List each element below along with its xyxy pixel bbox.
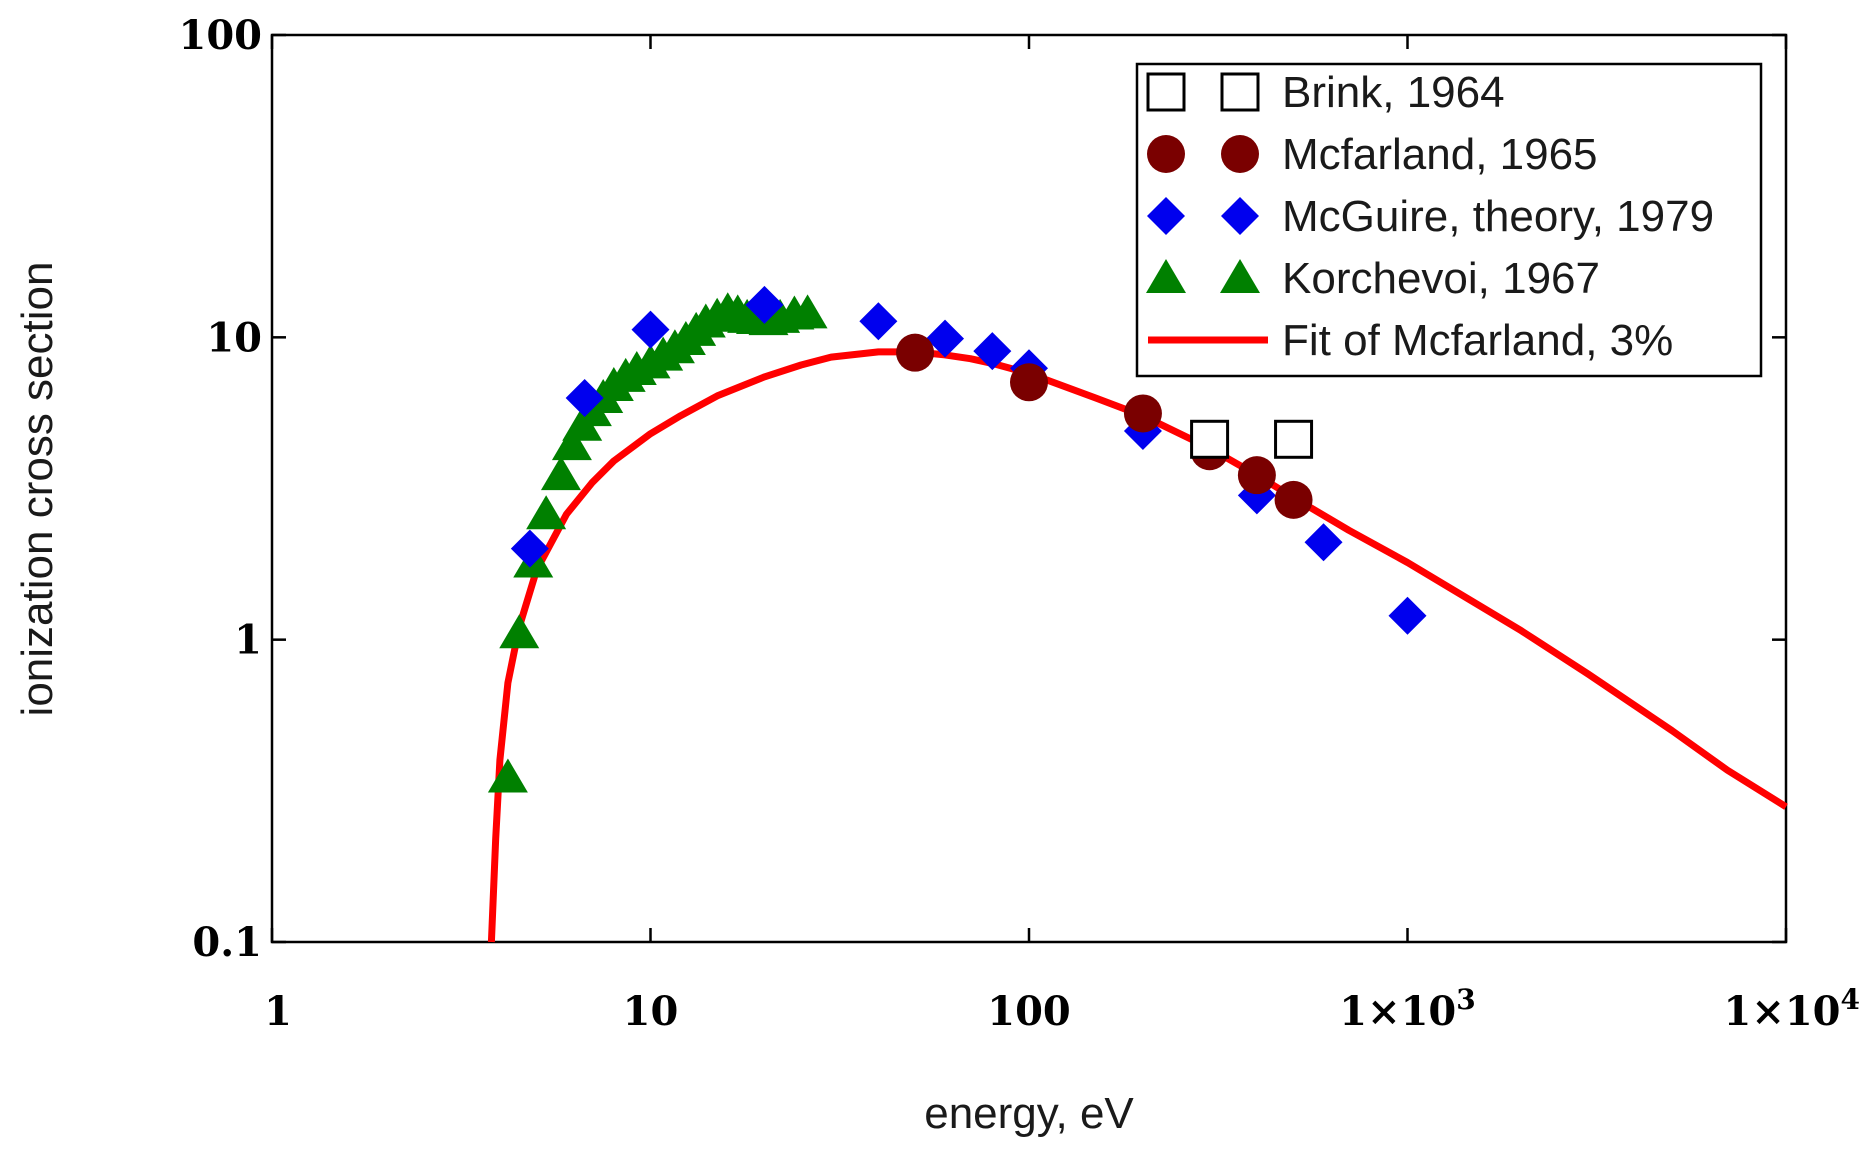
data-point [973,332,1012,371]
data-point [565,378,604,417]
data-point [1304,523,1343,562]
y-axis-ticks: 0.1 1 10 100 [179,12,1786,966]
series-open-square [1190,419,1314,459]
legend-swatch [1220,72,1260,112]
x-axis-label: energy, eV [924,1089,1134,1138]
data-point [859,302,898,341]
data-point [1237,456,1276,495]
legend-label: Brink, 1964 [1282,68,1505,117]
data-point [926,319,965,358]
legend-label: Korchevoi, 1967 [1282,254,1600,303]
data-point [1123,394,1162,433]
x-tick-label: 1×104 [1724,983,1861,1035]
data-point [1274,419,1314,459]
data-point [526,495,567,530]
data-point [1388,596,1427,635]
legend-label: McGuire, theory, 1979 [1282,192,1714,241]
y-axis-label: ionization cross section [13,262,62,717]
legend-swatch [1147,197,1185,235]
data-point [487,758,528,793]
y-tick-label: 1 [234,617,262,664]
data-point [551,426,592,461]
data-point [787,294,828,329]
legend-swatch [1146,259,1186,293]
y-tick-label: 100 [179,12,263,59]
data-point [1010,363,1048,402]
data-point [499,614,540,649]
data-point [1190,419,1230,459]
data-point [510,529,549,568]
data-point [1274,480,1313,519]
x-tick-label: 100 [987,988,1071,1035]
legend-label: Mcfarland, 1965 [1282,130,1598,179]
legend-swatch [1146,72,1186,112]
data-point [540,456,581,491]
data-point [745,285,784,324]
series-layer [487,285,1788,943]
x-tick-label: 1×103 [1339,983,1476,1035]
data-point [896,333,935,372]
legend-swatch [1147,135,1185,173]
y-tick-label: 0.1 [192,919,262,966]
legend: Brink, 1964 Mcfarland, 1965 McGuire, theor… [1135,62,1763,378]
y-tick-label: 10 [206,314,262,361]
data-point [631,310,670,349]
x-tick-label: 10 [623,988,679,1035]
legend-swatch [1221,197,1259,235]
legend-label: Fit of Mcfarland, 3% [1282,316,1673,365]
legend-swatch [1221,135,1259,173]
x-axis-ticks: 1 10 100 1×103 1×104 [264,35,1860,1035]
legend-swatch [1220,259,1260,293]
x-tick-label: 1 [264,988,292,1035]
series-circle [896,333,1313,519]
